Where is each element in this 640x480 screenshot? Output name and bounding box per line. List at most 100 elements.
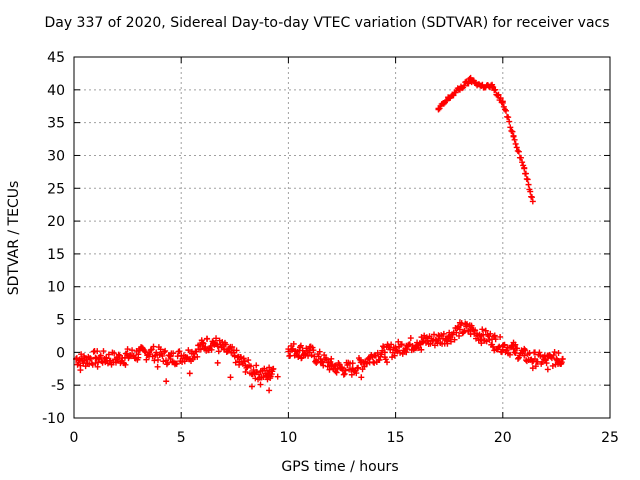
data-marker	[388, 341, 395, 348]
data-point	[146, 349, 153, 356]
data-marker	[353, 370, 360, 377]
data-marker	[87, 355, 94, 362]
data-marker	[479, 326, 486, 333]
data-marker	[440, 330, 447, 337]
data-marker	[395, 338, 402, 345]
data-marker	[496, 343, 503, 350]
data-marker	[310, 347, 317, 354]
data-point	[499, 342, 506, 349]
data-marker	[512, 341, 519, 348]
data-point	[210, 339, 217, 346]
y-tick-label: -10	[42, 411, 65, 427]
data-marker	[514, 345, 521, 352]
data-marker	[150, 343, 157, 350]
y-tick-label: 0	[56, 345, 65, 361]
data-marker	[141, 348, 148, 355]
data-marker	[340, 371, 347, 378]
data-marker	[185, 347, 192, 354]
outlier-marker	[555, 350, 562, 357]
data-point	[178, 352, 185, 359]
data-point	[424, 337, 431, 344]
data-point	[435, 106, 442, 113]
data-point	[467, 326, 474, 333]
data-marker	[162, 347, 169, 354]
outlier-marker	[529, 365, 536, 372]
data-point	[529, 198, 536, 205]
data-marker	[505, 114, 512, 121]
outlier-marker	[94, 363, 101, 370]
y-tick-label: 45	[47, 50, 65, 66]
y-tick-label: -5	[51, 378, 65, 394]
data-point	[381, 349, 388, 356]
data-marker	[494, 92, 501, 99]
data-marker	[495, 91, 502, 98]
data-point	[414, 339, 421, 346]
data-marker	[404, 346, 411, 353]
data-marker	[536, 349, 543, 356]
data-point	[285, 346, 292, 353]
data-marker	[374, 349, 381, 356]
data-point	[242, 362, 249, 369]
x-tick-label: 25	[601, 430, 619, 446]
data-marker	[468, 322, 475, 329]
data-marker	[511, 136, 518, 143]
data-marker	[245, 357, 252, 364]
outlier-marker	[154, 363, 161, 370]
data-point	[360, 359, 367, 366]
data-marker	[487, 330, 494, 337]
data-marker	[326, 366, 333, 373]
data-point	[392, 346, 399, 353]
outlier-marker	[169, 358, 176, 365]
x-tick-label: 15	[387, 430, 405, 446]
data-point	[317, 355, 324, 362]
outlier-marker	[227, 374, 234, 381]
data-point	[103, 355, 110, 362]
data-marker	[513, 144, 520, 151]
y-tick-label: 10	[47, 280, 65, 296]
data-marker	[170, 350, 177, 357]
data-point	[349, 365, 356, 372]
outlier-marker	[163, 378, 170, 385]
data-marker	[197, 346, 204, 353]
outlier-marker	[266, 387, 273, 394]
y-tick-label: 40	[47, 83, 65, 99]
data-marker	[543, 360, 550, 367]
data-marker	[506, 351, 513, 358]
outlier-marker	[214, 359, 221, 366]
data-marker	[215, 348, 222, 355]
data-marker	[419, 339, 426, 346]
x-axis-label: GPS time / hours	[281, 459, 398, 475]
outlier-marker	[512, 350, 519, 357]
data-point	[456, 85, 463, 92]
data-point	[92, 354, 99, 361]
data-point	[263, 372, 270, 379]
data-marker	[497, 333, 504, 340]
outlier-marker	[313, 359, 320, 366]
data-marker	[507, 124, 514, 131]
data-marker	[240, 355, 247, 362]
outlier-marker	[298, 355, 305, 362]
data-marker	[522, 170, 529, 177]
chart-title: Day 337 of 2020, Sidereal Day-to-day VTE…	[44, 15, 609, 31]
y-axis-label: SDTVAR / TECUs	[6, 181, 22, 296]
data-marker	[407, 335, 414, 342]
outlier-marker	[384, 359, 391, 366]
data-marker	[451, 336, 458, 343]
data-marker	[460, 329, 467, 336]
data-point	[456, 326, 463, 333]
data-point	[499, 99, 506, 106]
data-marker	[506, 118, 513, 125]
data-marker	[305, 352, 312, 359]
data-marker	[497, 95, 504, 102]
data-marker	[111, 350, 118, 357]
y-tick-label: 20	[47, 214, 65, 230]
data-marker	[532, 363, 539, 370]
data-point	[124, 352, 131, 359]
data-point	[403, 342, 410, 349]
data-marker	[489, 343, 496, 350]
data-marker	[403, 349, 410, 356]
data-marker	[512, 140, 519, 147]
data-marker	[465, 80, 472, 87]
